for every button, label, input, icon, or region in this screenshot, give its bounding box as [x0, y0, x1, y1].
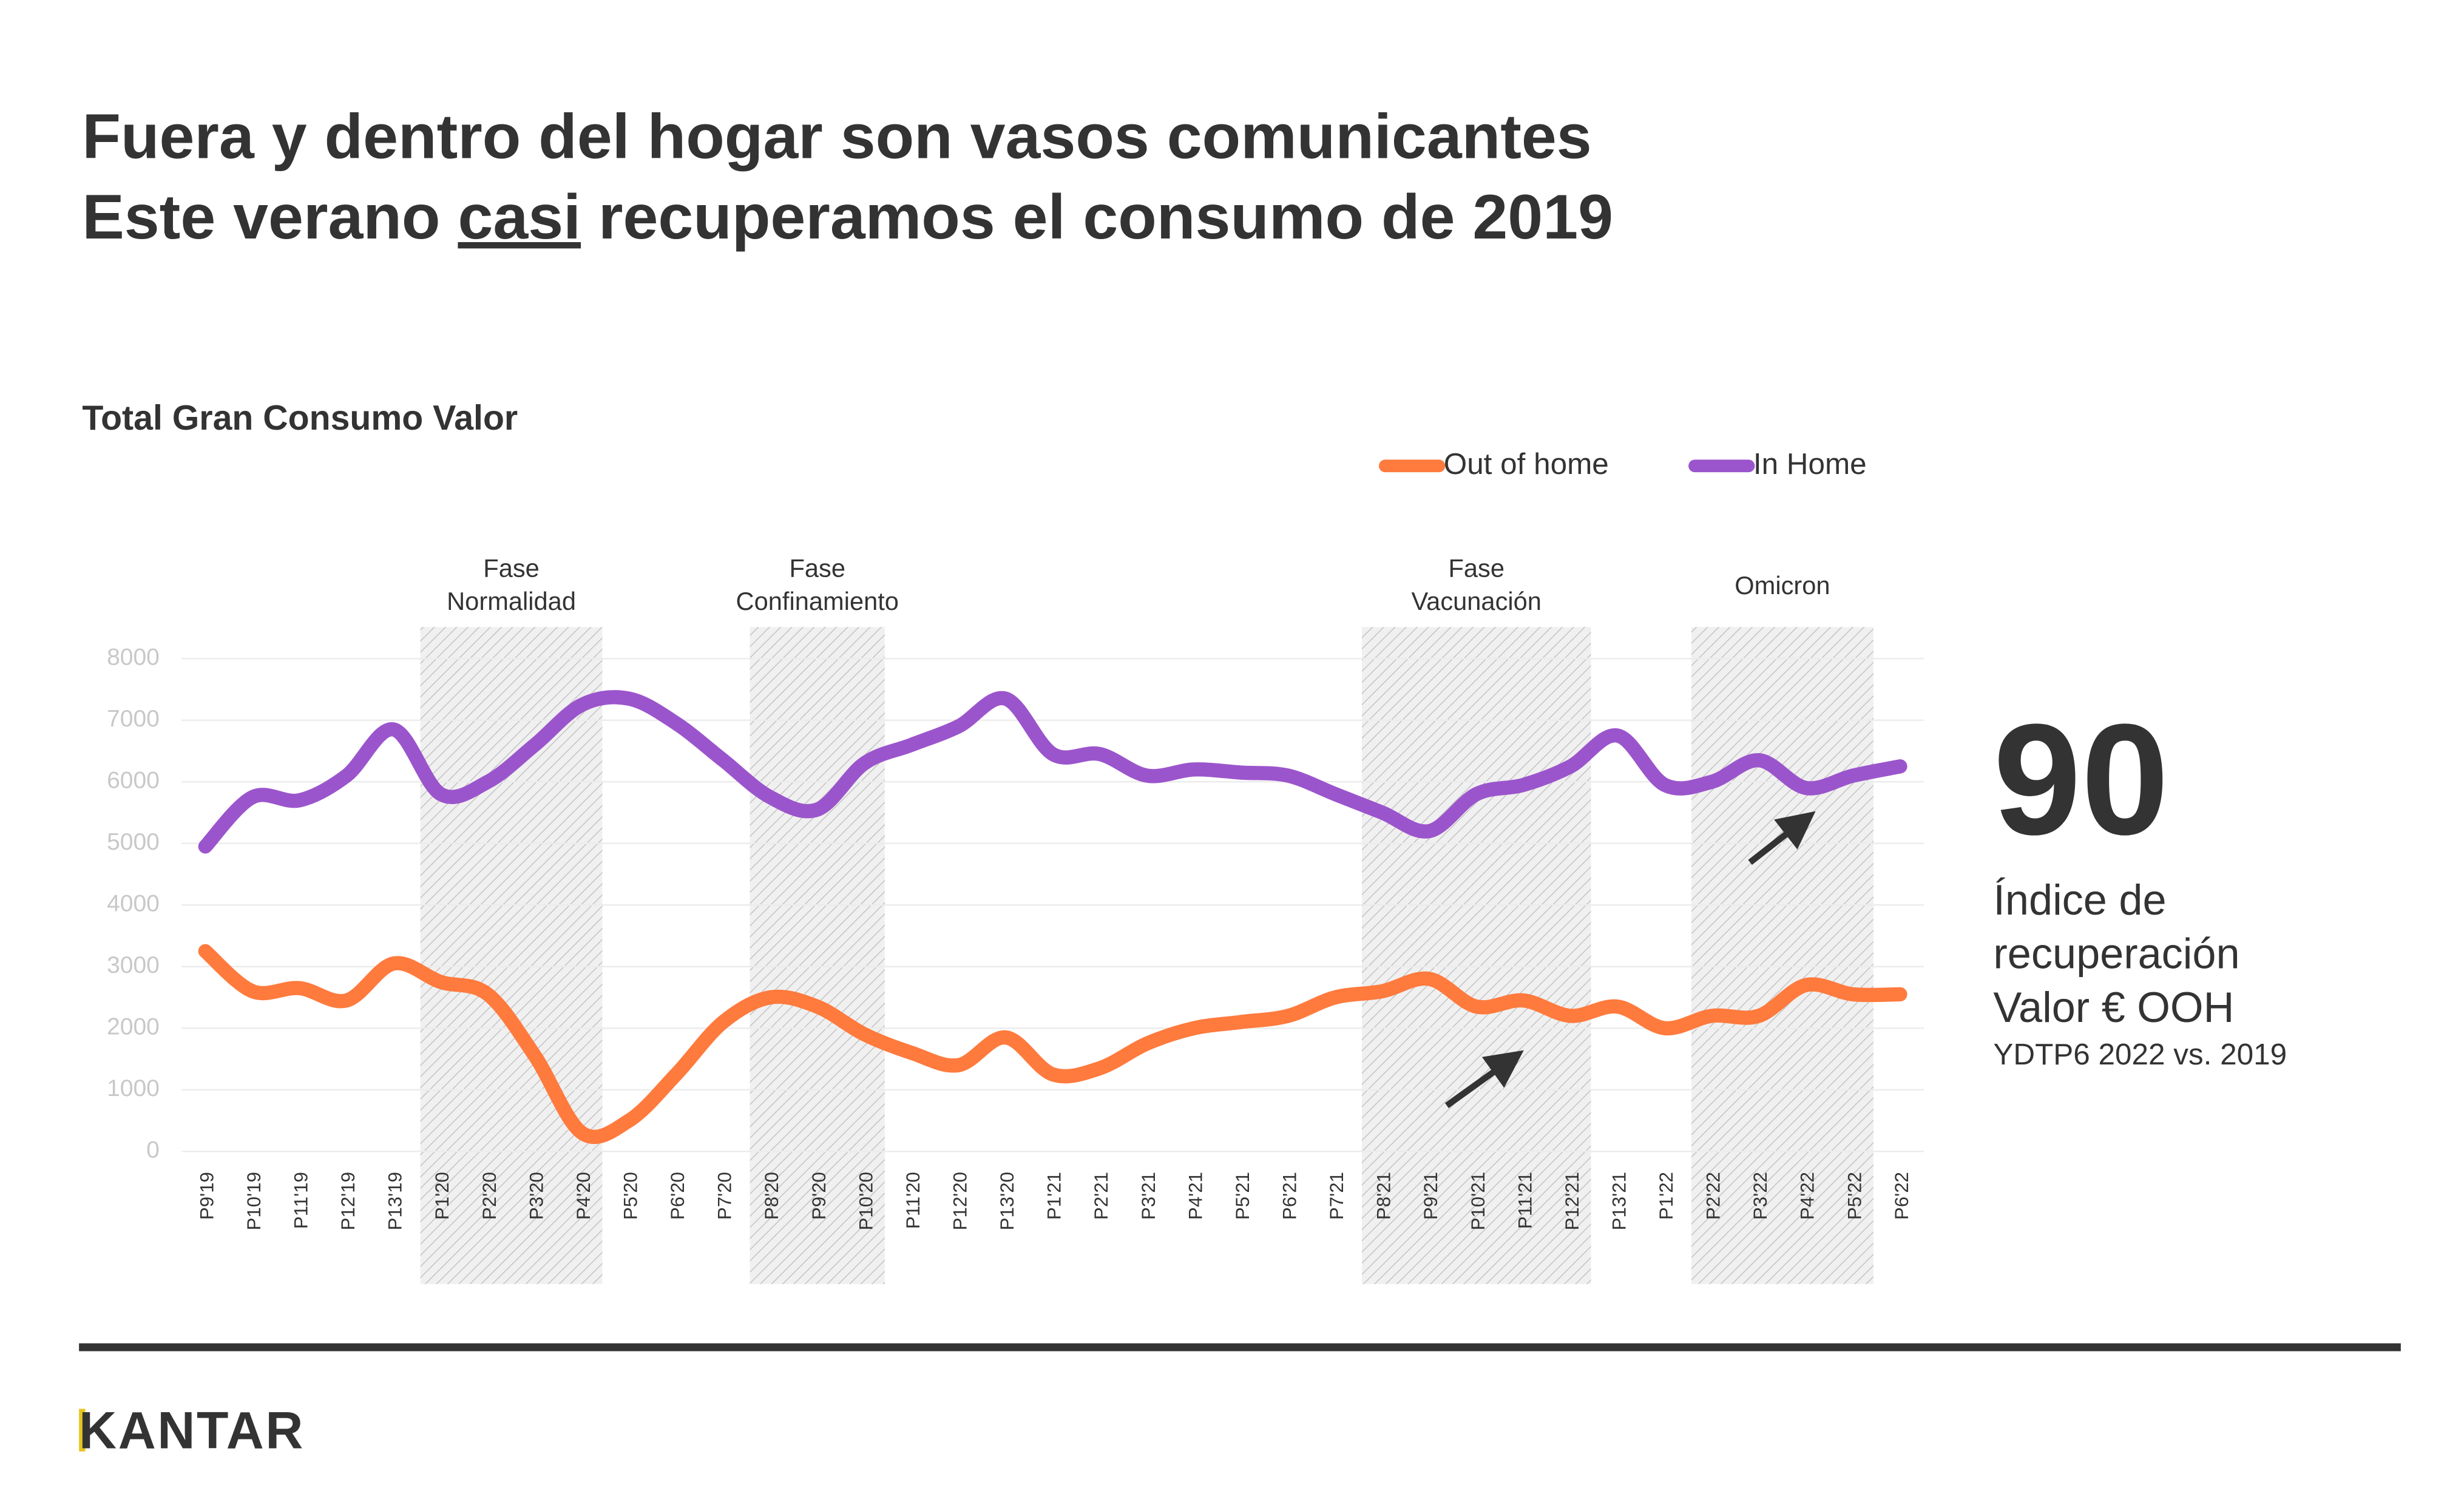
- phase-band: [1362, 627, 1591, 1284]
- x-tick-label: P4'21: [1185, 1172, 1206, 1220]
- y-tick-label: 8000: [107, 644, 160, 671]
- logo-mark: [79, 1409, 86, 1452]
- phase-label: Vacunación: [1412, 587, 1542, 615]
- arrow: [1748, 811, 1816, 865]
- x-tick-label: P10'19: [243, 1172, 265, 1230]
- x-tick-label: P4'20: [573, 1172, 594, 1220]
- phase-label: Confinamiento: [736, 587, 899, 615]
- phase-label: Omicron: [1735, 571, 1830, 600]
- y-tick-label: 7000: [107, 706, 160, 732]
- x-tick-label: P11'21: [1514, 1172, 1535, 1229]
- x-tick-label: P1'20: [432, 1172, 453, 1220]
- legend-label: Out of home: [1444, 447, 1609, 481]
- x-tick-label: P5'20: [620, 1172, 641, 1220]
- x-tick-label: P9'20: [808, 1172, 830, 1220]
- x-tick-label: P10'21: [1467, 1172, 1489, 1230]
- kpi-line: recuperación: [1993, 929, 2239, 977]
- x-tick-label: P9'19: [196, 1172, 217, 1220]
- x-tick-label: P3'22: [1750, 1172, 1771, 1220]
- chart-title: Total Gran Consumo Valor: [82, 399, 518, 438]
- headline-line1: Fuera y dentro del hogar son vasos comun…: [82, 101, 1591, 172]
- x-tick-label: P5'21: [1232, 1172, 1253, 1220]
- x-tick-label: P3'20: [526, 1172, 547, 1220]
- x-tick-label: P6'22: [1891, 1172, 1912, 1220]
- x-tick-label: P6'21: [1279, 1172, 1300, 1220]
- phase-band: [1691, 627, 1873, 1284]
- y-tick-label: 2000: [107, 1014, 160, 1040]
- kpi-line: Valor € OOH: [1993, 983, 2234, 1031]
- y-tick-label: 1000: [107, 1075, 160, 1101]
- kpi-value: 90: [1993, 691, 2168, 868]
- phase-label: Normalidad: [447, 587, 576, 615]
- phase-band: [420, 627, 603, 1284]
- x-tick-label: P2'22: [1703, 1172, 1724, 1220]
- x-tick-label: P4'22: [1797, 1172, 1818, 1220]
- series-line: [198, 944, 1907, 1144]
- phase-label: Fase: [483, 554, 540, 583]
- y-tick-label: 5000: [107, 829, 160, 855]
- y-tick-label: 4000: [107, 891, 160, 917]
- series-line: [198, 690, 1907, 854]
- headline-part: Este verano: [82, 182, 458, 252]
- x-tick-label: P13'19: [385, 1172, 406, 1230]
- x-tick-label: P6'20: [667, 1172, 688, 1220]
- x-tick-label: P12'21: [1562, 1172, 1583, 1230]
- x-tick-label: P13'21: [1608, 1172, 1630, 1230]
- x-tick-label: P10'20: [855, 1172, 876, 1230]
- x-tick-label: P13'20: [997, 1172, 1018, 1230]
- x-tick-label: P11'19: [291, 1172, 312, 1229]
- x-tick-label: P5'22: [1844, 1172, 1865, 1220]
- arrow: [1444, 1050, 1524, 1108]
- headline-line2: Este verano casi recuperamos el consumo …: [82, 182, 1613, 252]
- x-tick-label: P1'22: [1656, 1172, 1677, 1220]
- phase-label: Fase: [1448, 554, 1504, 583]
- phase-label: Fase: [789, 554, 845, 583]
- logo: KANTAR: [79, 1402, 305, 1460]
- x-tick-label: P2'21: [1091, 1172, 1112, 1220]
- kpi-line: Índice de: [1993, 876, 2166, 924]
- x-tick-label: P8'20: [761, 1172, 782, 1220]
- x-tick-label: P2'20: [479, 1172, 500, 1220]
- x-tick-label: P7'21: [1326, 1172, 1347, 1220]
- x-tick-label: P11'20: [902, 1172, 924, 1229]
- y-tick-label: 6000: [107, 768, 160, 794]
- x-tick-label: P1'21: [1044, 1172, 1065, 1220]
- legend-label: In Home: [1753, 447, 1867, 481]
- x-tick-label: P7'20: [714, 1172, 736, 1220]
- y-tick-label: 3000: [107, 952, 160, 978]
- x-tick-label: P12'20: [949, 1172, 970, 1230]
- x-tick-label: P9'21: [1420, 1172, 1441, 1220]
- headline-emphasis: casi: [458, 182, 581, 252]
- x-tick-label: P3'21: [1138, 1172, 1159, 1220]
- x-tick-label: P12'19: [337, 1172, 359, 1230]
- chart: Fase Normalidad Fase Confinamiento Fase Vacun…: [107, 447, 1924, 1284]
- headline-part: recuperamos el consumo de 2019: [581, 182, 1613, 252]
- kpi-note: YDTP6 2022 vs. 2019: [1993, 1038, 2287, 1071]
- phase-band: [750, 627, 885, 1284]
- y-tick-label: 0: [146, 1137, 160, 1163]
- x-tick-label: P8'21: [1373, 1172, 1395, 1220]
